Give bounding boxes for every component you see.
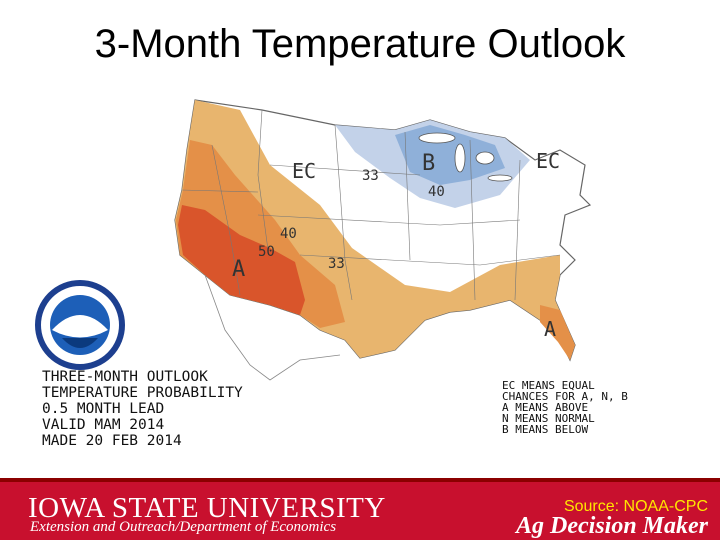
legend-line: A MEANS ABOVE bbox=[502, 401, 588, 414]
legend-line: B MEANS BELOW bbox=[502, 423, 588, 436]
department-name: Extension and Outreach/Department of Eco… bbox=[30, 519, 337, 535]
university-name: IOWA STATE UNIVERSITY bbox=[28, 492, 386, 524]
info-line: VALID MAM 2014 bbox=[42, 417, 164, 433]
footer-banner bbox=[0, 482, 720, 540]
legend-line: N MEANS NORMAL bbox=[502, 412, 595, 425]
footer-divider bbox=[0, 478, 720, 482]
legend-block: EC MEANS EQUAL CHANCES FOR A, N, B A MEA… bbox=[502, 379, 628, 436]
label-below: B bbox=[422, 151, 435, 176]
state-lines bbox=[181, 109, 561, 301]
outlook-info-block: THREE-MONTH OUTLOOK TEMPERATURE PROBABIL… bbox=[42, 369, 243, 449]
label-ec-north: EC bbox=[292, 159, 316, 183]
outlook-map: EC EC B A A 33 40 40 50 33 THREE-MONTH O… bbox=[35, 99, 628, 449]
label-ec-east: EC bbox=[536, 149, 560, 173]
contour-label: 33 bbox=[362, 168, 379, 184]
legend-line: CHANCES FOR A, N, B bbox=[502, 390, 628, 403]
info-line: MADE 20 FEB 2014 bbox=[42, 433, 182, 449]
contour-label: 40 bbox=[280, 226, 297, 242]
great-lakes bbox=[418, 132, 513, 182]
contour-label: 33 bbox=[328, 256, 345, 272]
label-above-florida: A bbox=[544, 317, 556, 341]
noaa-logo bbox=[35, 280, 125, 370]
above-50-region bbox=[178, 205, 305, 315]
contour-label: 40 bbox=[428, 184, 445, 200]
above-40-florida bbox=[540, 305, 575, 360]
info-line: THREE-MONTH OUTLOOK bbox=[42, 369, 208, 385]
contour-label: 50 bbox=[258, 244, 275, 260]
source-credit: Source: NOAA-CPC bbox=[563, 498, 708, 515]
brand-name: Ag Decision Maker bbox=[516, 513, 708, 539]
label-above: A bbox=[232, 257, 245, 282]
info-line: 0.5 MONTH LEAD bbox=[42, 401, 164, 417]
legend-line: EC MEANS EQUAL bbox=[502, 379, 595, 392]
info-line: TEMPERATURE PROBABILITY bbox=[42, 385, 243, 401]
mexico-outline bbox=[204, 274, 341, 381]
slide-title: 3-Month Temperature Outlook bbox=[94, 22, 626, 66]
